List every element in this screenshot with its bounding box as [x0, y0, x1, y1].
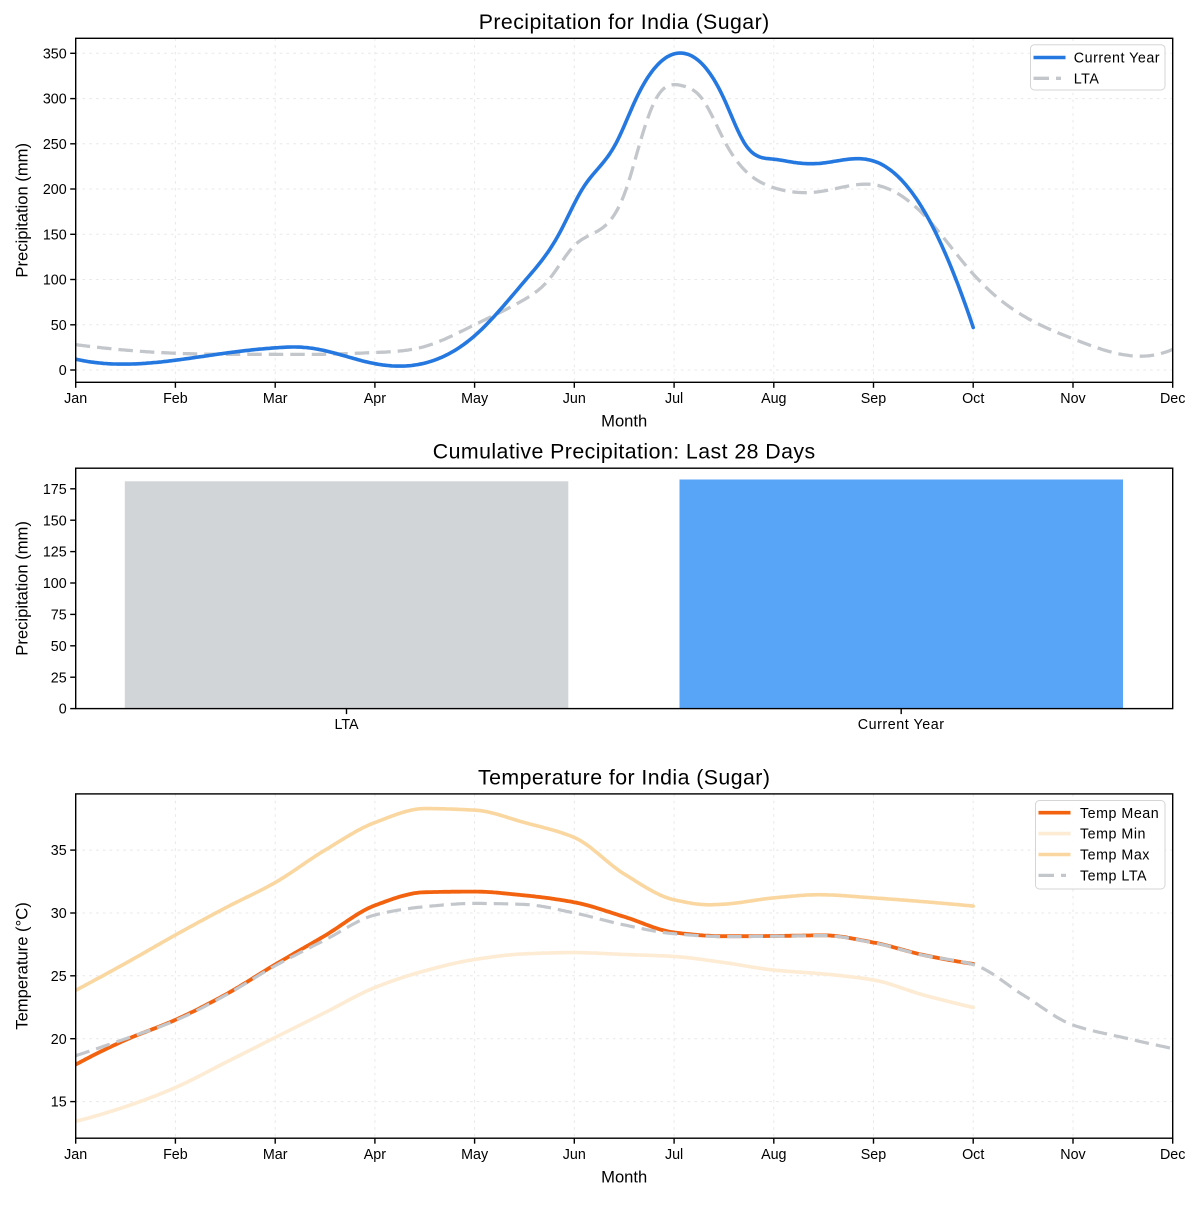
- svg-text:Temp LTA: Temp LTA: [1080, 869, 1147, 885]
- svg-text:Feb: Feb: [163, 1147, 188, 1163]
- svg-text:May: May: [461, 391, 489, 407]
- svg-text:Dec: Dec: [1160, 1147, 1185, 1163]
- svg-text:Apr: Apr: [364, 1147, 386, 1163]
- svg-text:0: 0: [59, 363, 67, 379]
- svg-text:25: 25: [51, 969, 67, 985]
- svg-text:Feb: Feb: [163, 391, 188, 407]
- svg-text:Jan: Jan: [64, 391, 87, 407]
- svg-text:LTA: LTA: [1074, 71, 1100, 87]
- svg-text:Temp Min: Temp Min: [1080, 827, 1146, 843]
- svg-text:Aug: Aug: [761, 1147, 786, 1163]
- svg-text:Oct: Oct: [962, 1147, 984, 1163]
- svg-text:35: 35: [51, 843, 67, 859]
- svg-text:200: 200: [43, 182, 67, 198]
- svg-text:Temp Max: Temp Max: [1080, 848, 1150, 864]
- svg-text:Apr: Apr: [364, 391, 386, 407]
- svg-text:Aug: Aug: [761, 391, 786, 407]
- svg-text:May: May: [461, 1147, 489, 1163]
- svg-text:Nov: Nov: [1060, 1147, 1086, 1163]
- svg-text:Month: Month: [601, 412, 647, 431]
- svg-text:350: 350: [43, 46, 67, 62]
- svg-text:Dec: Dec: [1160, 391, 1185, 407]
- svg-text:Jul: Jul: [665, 391, 683, 407]
- svg-text:20: 20: [51, 1032, 67, 1048]
- svg-text:150: 150: [43, 513, 67, 529]
- svg-text:LTA: LTA: [334, 717, 359, 733]
- svg-text:175: 175: [43, 482, 67, 498]
- svg-text:100: 100: [43, 576, 67, 592]
- svg-text:15: 15: [51, 1095, 67, 1111]
- svg-text:300: 300: [43, 92, 67, 108]
- svg-text:Jun: Jun: [563, 1147, 586, 1163]
- svg-text:0: 0: [59, 702, 67, 718]
- svg-text:100: 100: [43, 273, 67, 289]
- svg-text:75: 75: [51, 608, 67, 624]
- svg-text:Nov: Nov: [1060, 391, 1086, 407]
- svg-text:Jan: Jan: [64, 1147, 87, 1163]
- svg-text:Jul: Jul: [665, 1147, 683, 1163]
- svg-text:Cumulative Precipitation: Last: Cumulative Precipitation: Last 28 Days: [433, 440, 816, 464]
- svg-text:125: 125: [43, 545, 67, 561]
- svg-text:Temp Mean: Temp Mean: [1080, 806, 1159, 822]
- svg-text:Current Year: Current Year: [1074, 51, 1160, 67]
- svg-text:Temperature (°C): Temperature (°C): [13, 902, 32, 1029]
- svg-text:Temperature for India (Sugar): Temperature for India (Sugar): [478, 766, 770, 790]
- svg-text:Sep: Sep: [861, 391, 886, 407]
- svg-text:Month: Month: [601, 1167, 647, 1186]
- svg-text:Mar: Mar: [263, 1147, 288, 1163]
- svg-text:150: 150: [43, 227, 67, 243]
- svg-text:Oct: Oct: [962, 391, 984, 407]
- svg-text:25: 25: [51, 670, 67, 686]
- svg-text:Current Year: Current Year: [858, 717, 945, 733]
- svg-text:30: 30: [51, 906, 67, 922]
- svg-text:Sep: Sep: [861, 1147, 886, 1163]
- svg-text:Precipitation (mm): Precipitation (mm): [13, 143, 32, 278]
- svg-text:250: 250: [43, 137, 67, 153]
- svg-text:Mar: Mar: [263, 391, 288, 407]
- svg-text:Jun: Jun: [563, 391, 586, 407]
- svg-text:50: 50: [51, 639, 67, 655]
- svg-text:Precipitation for India (Sugar: Precipitation for India (Sugar): [479, 10, 770, 34]
- svg-text:Precipitation (mm): Precipitation (mm): [13, 521, 32, 656]
- svg-text:50: 50: [51, 318, 67, 334]
